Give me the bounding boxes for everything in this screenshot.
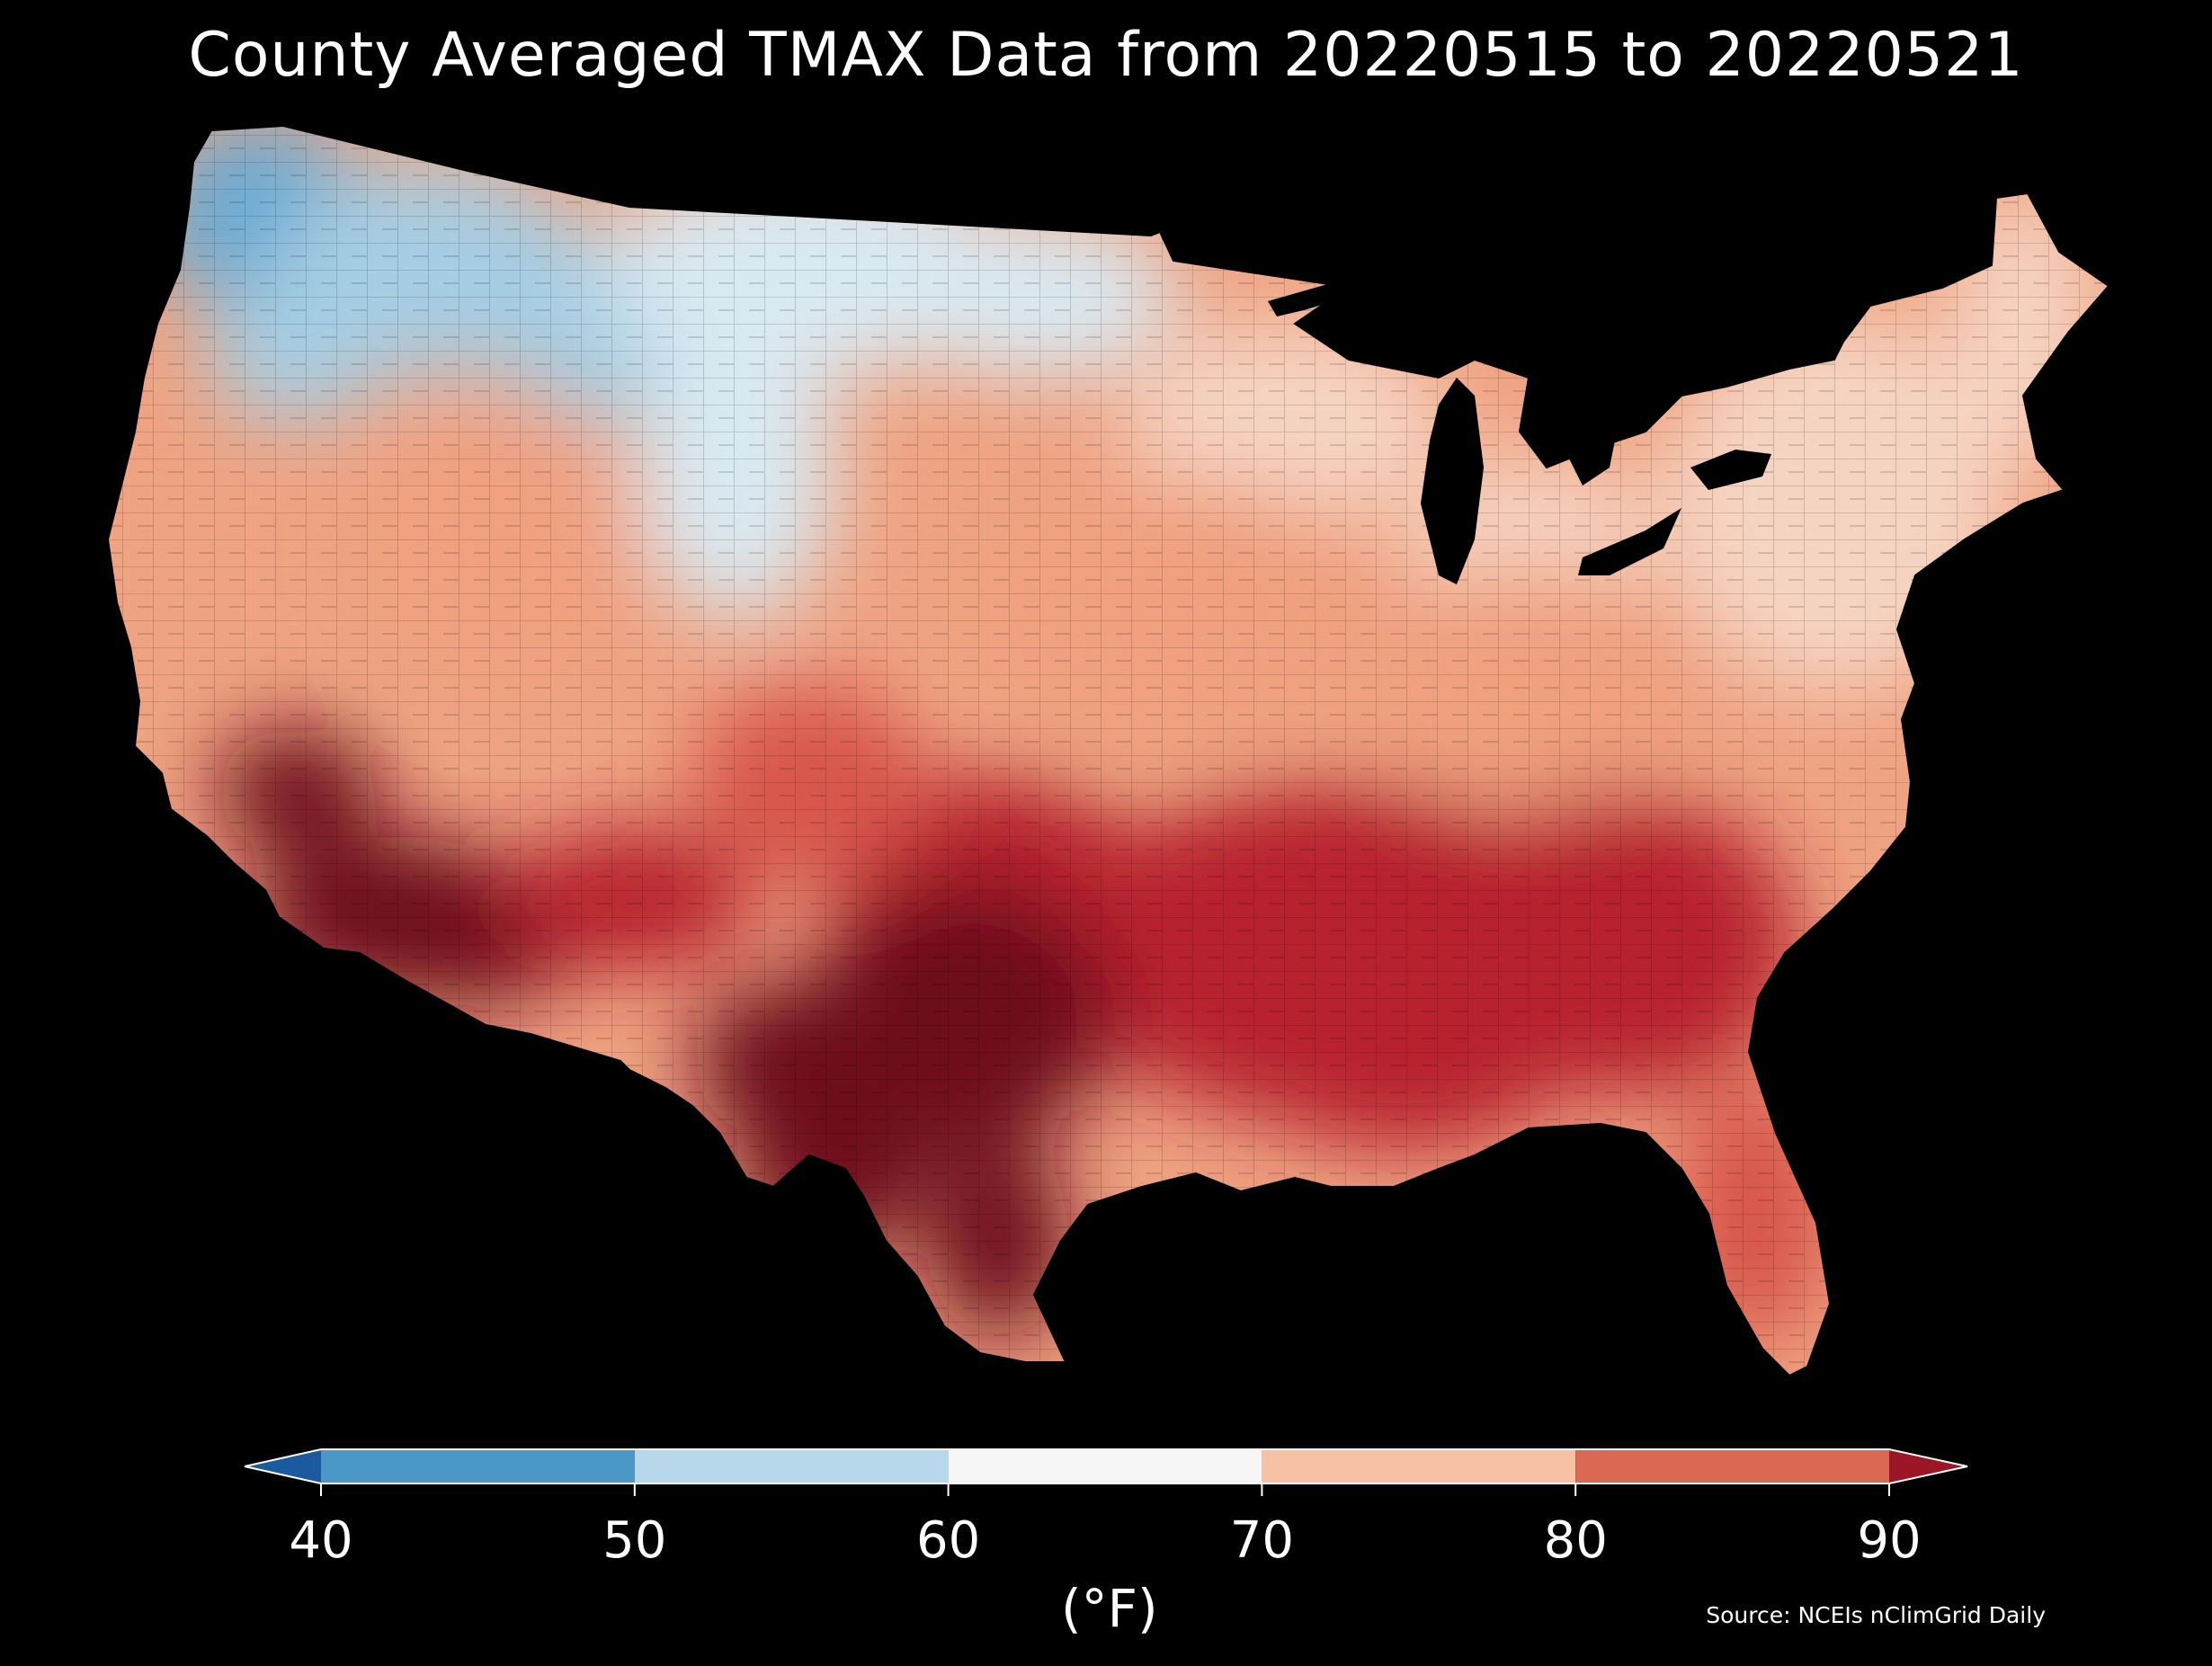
colorbar-bin-70-80: [1262, 1449, 1576, 1483]
colorbar-under-arrow: [245, 1449, 321, 1483]
colorbar-bin-80-90: [1575, 1449, 1889, 1483]
colorbar-tick-label: 90: [1857, 1511, 1921, 1570]
great-lakes: [1268, 274, 1771, 584]
colorbar-bin-60-70: [948, 1449, 1262, 1483]
colorbar-tick-label: 60: [916, 1511, 980, 1570]
colorbar-tick-label: 40: [289, 1511, 352, 1570]
colorbar-units: (°F): [1061, 1578, 1158, 1639]
colorbar-tick-label: 70: [1230, 1511, 1294, 1570]
colorbar-tick-label: 80: [1544, 1511, 1608, 1570]
us-county-temperature-map: [107, 125, 2109, 1376]
colorbar-over-arrow: [1889, 1449, 1967, 1483]
map-title: County Averaged TMAX Data from 20220515 …: [188, 20, 2024, 91]
colorbar-bin-40-50: [321, 1449, 635, 1483]
colorbar-bin-50-60: [634, 1449, 949, 1483]
source-credit: Source: NCEIs nClimGrid Daily: [1706, 1602, 2046, 1628]
colorbar-tick-label: 50: [602, 1511, 666, 1570]
